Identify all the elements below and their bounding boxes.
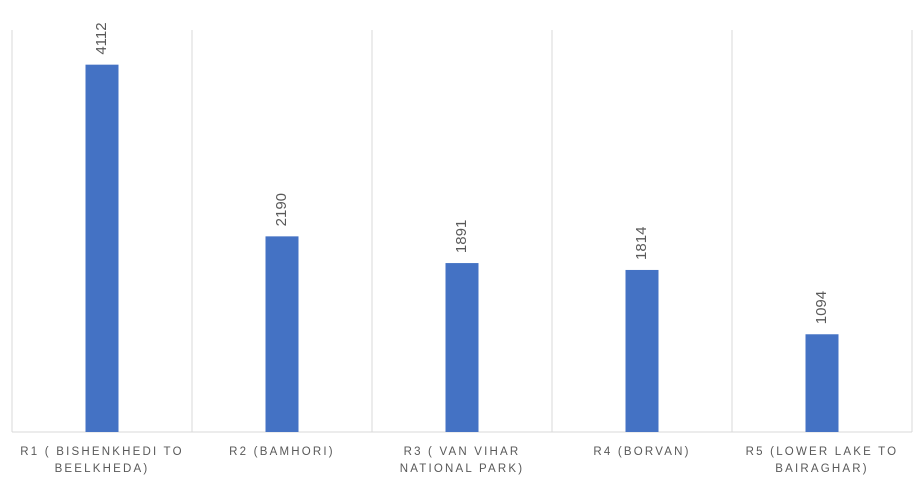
bar	[445, 263, 479, 432]
data-label: 2190	[273, 193, 290, 226]
x-tick-label: R1 ( BISHENKHEDI TO BEELKHEDA)	[20, 446, 184, 475]
bar	[265, 236, 299, 432]
x-tick-label: R2 (BAMHORI)	[229, 446, 335, 458]
data-label: 1891	[453, 220, 470, 253]
bar	[805, 334, 839, 432]
x-tick-label: R4 (BORVAN)	[593, 446, 691, 458]
data-label: 4112	[93, 22, 110, 54]
bar	[85, 64, 119, 433]
bar	[625, 269, 659, 432]
data-label: 1094	[813, 291, 830, 324]
x-tick-label: R5 (LOWER LAKE TO BAIRAGHAR)	[745, 446, 899, 475]
data-label: 1814	[633, 227, 650, 260]
x-tick-label: R3 ( VAN VIHAR NATIONAL PARK)	[399, 446, 525, 475]
